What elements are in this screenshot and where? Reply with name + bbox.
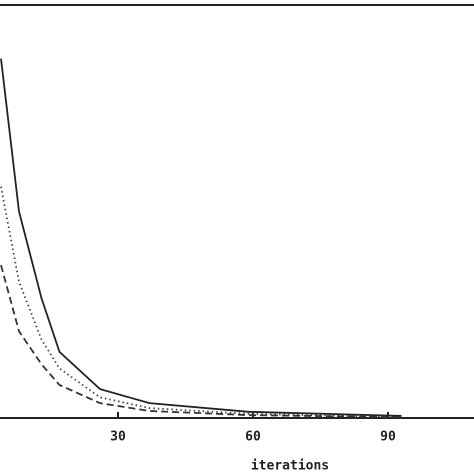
x-tick-label: 60 [245,430,261,445]
x-tick-label: 30 [110,430,126,445]
series-line [0,264,402,419]
series-line [0,186,402,419]
x-axis-label: iterations [251,459,329,474]
x-tick-label: 90 [380,430,396,445]
series-line [0,58,402,417]
